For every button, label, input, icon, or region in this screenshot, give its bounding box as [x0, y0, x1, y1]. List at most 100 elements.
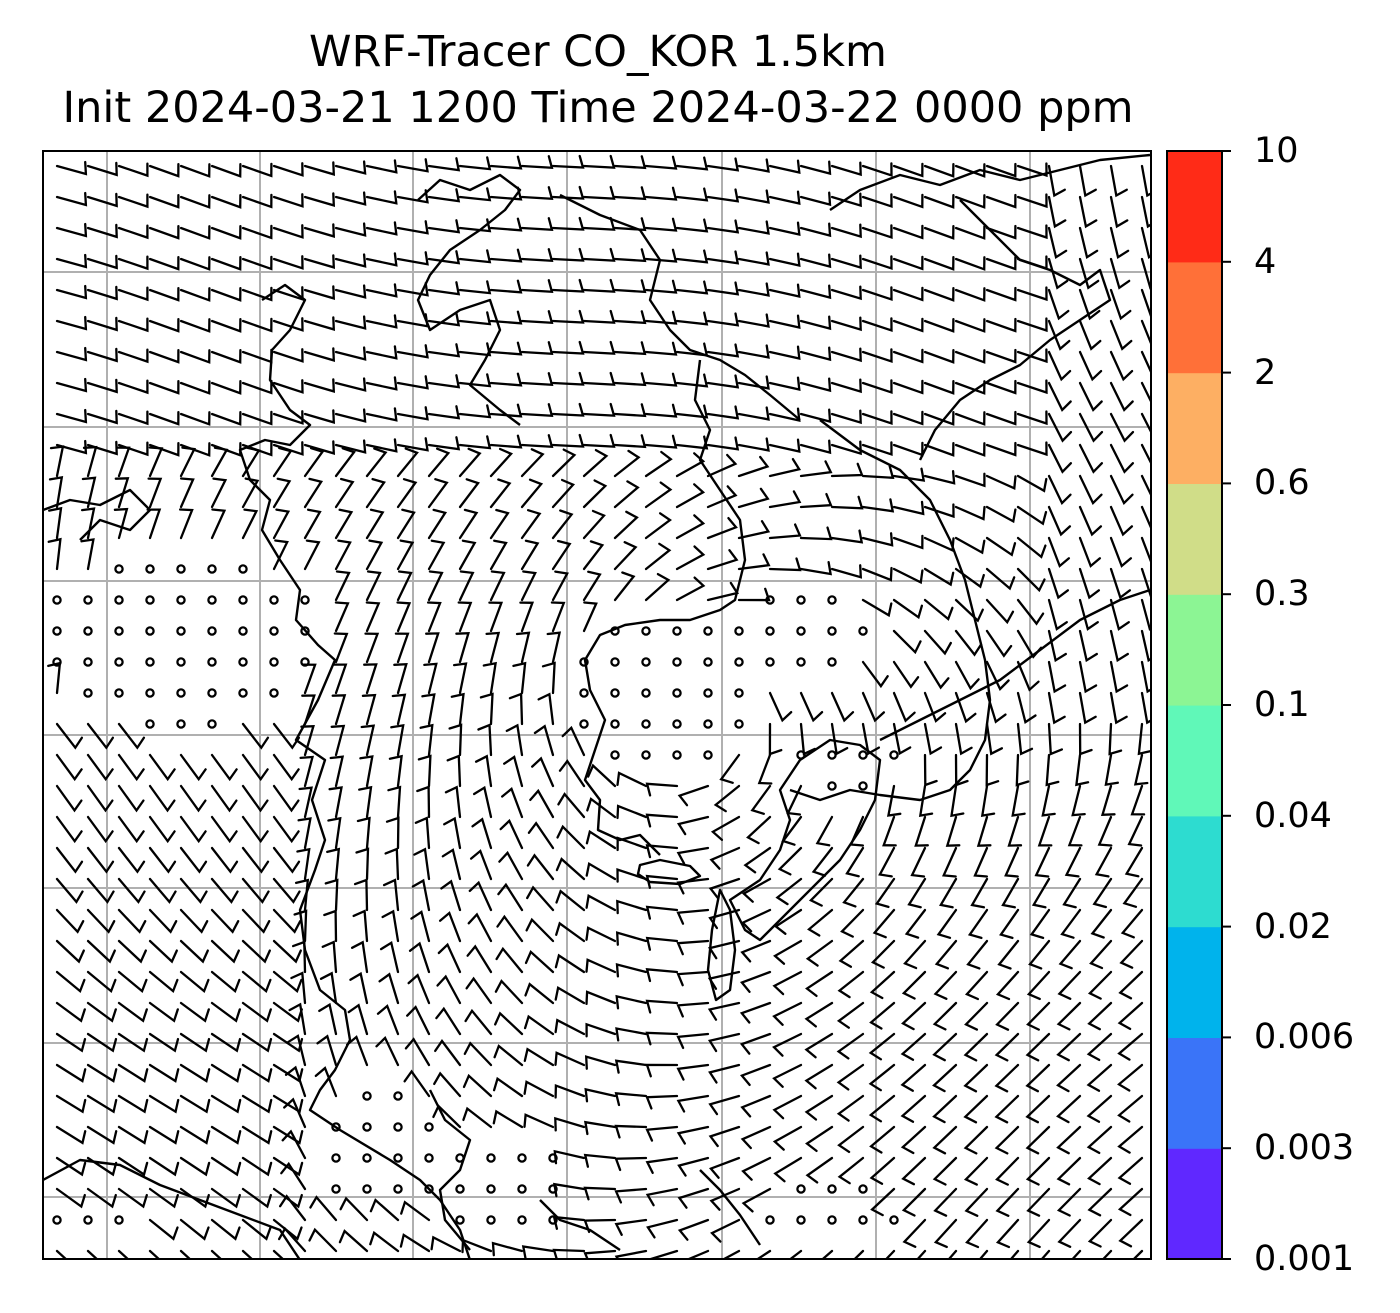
wind-barb [458, 311, 492, 326]
wind-barb [675, 545, 706, 571]
wind-barb [210, 753, 238, 782]
calm-wind-circle [889, 1215, 899, 1225]
wind-barb [1140, 474, 1151, 498]
wind-barb [293, 909, 308, 943]
wind-barb [1058, 939, 1082, 970]
wind-barb [923, 567, 955, 587]
colorbar-segment [1167, 815, 1222, 928]
wind-barb [301, 663, 317, 695]
wind-barb [303, 347, 336, 362]
wind-barb [272, 348, 304, 363]
calm-wind-circle [83, 688, 93, 698]
wind-barb [416, 785, 431, 819]
wind-barb [365, 345, 398, 360]
colorbar-segment [1167, 926, 1222, 1038]
wind-barb [499, 818, 524, 850]
wind-barb [1140, 536, 1151, 565]
wind-barb [994, 1125, 1020, 1155]
wind-barb [526, 853, 555, 881]
wind-barb [645, 1125, 679, 1142]
wind-barb [468, 880, 493, 912]
wind-barb [676, 846, 710, 865]
wind-barb [768, 523, 802, 540]
wind-barb [585, 1022, 617, 1038]
wind-barb [272, 753, 300, 782]
wind-barb [523, 1113, 555, 1129]
wind-barb [179, 1001, 210, 1023]
wind-barb [148, 753, 176, 782]
coastline-southeast-islands [539, 1169, 761, 1251]
wind-barb [1109, 288, 1132, 321]
wind-barb [458, 218, 492, 233]
wind-barb [396, 437, 429, 452]
wind-barb [918, 784, 934, 818]
wind-barb [117, 815, 145, 844]
wind-barb [427, 281, 461, 296]
wind-barb [426, 601, 442, 633]
wind-barb [117, 317, 149, 333]
wind-barb [616, 771, 648, 788]
wind-barb [614, 1156, 648, 1172]
wind-barb [146, 508, 162, 540]
wind-barb [900, 1032, 927, 1061]
wind-barb [772, 1001, 803, 1026]
wind-barb [1025, 1125, 1051, 1155]
wind-barb [954, 349, 986, 364]
wind-barb [117, 379, 149, 395]
wind-barb [1056, 1063, 1082, 1093]
wind-barb [462, 1073, 493, 1098]
coastline-jeju [636, 858, 702, 886]
wind-barb [614, 1187, 648, 1204]
wind-barb [985, 660, 1010, 691]
wind-barb [799, 560, 833, 576]
wind-barb [614, 1218, 648, 1236]
wind-barb [148, 784, 176, 813]
wind-barb [555, 921, 586, 943]
wind-barb [55, 1063, 87, 1083]
wind-barb [583, 1249, 617, 1259]
calm-wind-circle [796, 1184, 806, 1194]
wind-barb [1078, 381, 1103, 412]
wind-barb [1047, 381, 1072, 412]
wind-barb [836, 1063, 865, 1091]
wind-barb [1026, 1187, 1051, 1217]
wind-barb [334, 477, 355, 509]
wind-barb [861, 498, 895, 513]
wind-barb [644, 403, 678, 418]
wind-barb [1137, 722, 1151, 756]
wind-barb [396, 570, 413, 602]
calm-wind-circle [827, 595, 837, 605]
wind-barb [210, 939, 240, 964]
wind-barb [586, 797, 617, 819]
wind-barb [768, 376, 801, 391]
wind-barb [1097, 815, 1113, 847]
calm-wind-circle [703, 626, 713, 636]
wind-barb [356, 816, 371, 850]
wind-barb [1140, 381, 1151, 404]
wind-barb [179, 1218, 210, 1241]
wind-barb [750, 784, 772, 815]
wind-barb [923, 536, 955, 553]
wind-barb [272, 286, 304, 301]
wind-barb [901, 1187, 927, 1217]
wind-barb [995, 1218, 1020, 1249]
wind-barb [1109, 226, 1130, 260]
wind-barb [985, 598, 1015, 625]
wind-barb [520, 403, 554, 418]
wind-barb [1056, 1001, 1082, 1031]
wind-barb [1060, 908, 1082, 939]
wind-barb [837, 1156, 865, 1185]
calm-wind-circle [827, 626, 837, 636]
wind-barb [1045, 753, 1060, 787]
wind-barb [645, 874, 679, 889]
wind-barb [1104, 753, 1119, 786]
wind-barb [479, 692, 494, 726]
calm-wind-circle [362, 1184, 372, 1194]
wind-barb [553, 1149, 586, 1165]
wind-barb [1056, 1094, 1082, 1124]
wind-barb [923, 256, 955, 271]
calm-wind-circle [238, 626, 248, 636]
wind-barb [113, 507, 129, 540]
wind-barb [117, 1187, 148, 1209]
calm-wind-circle [641, 719, 651, 729]
